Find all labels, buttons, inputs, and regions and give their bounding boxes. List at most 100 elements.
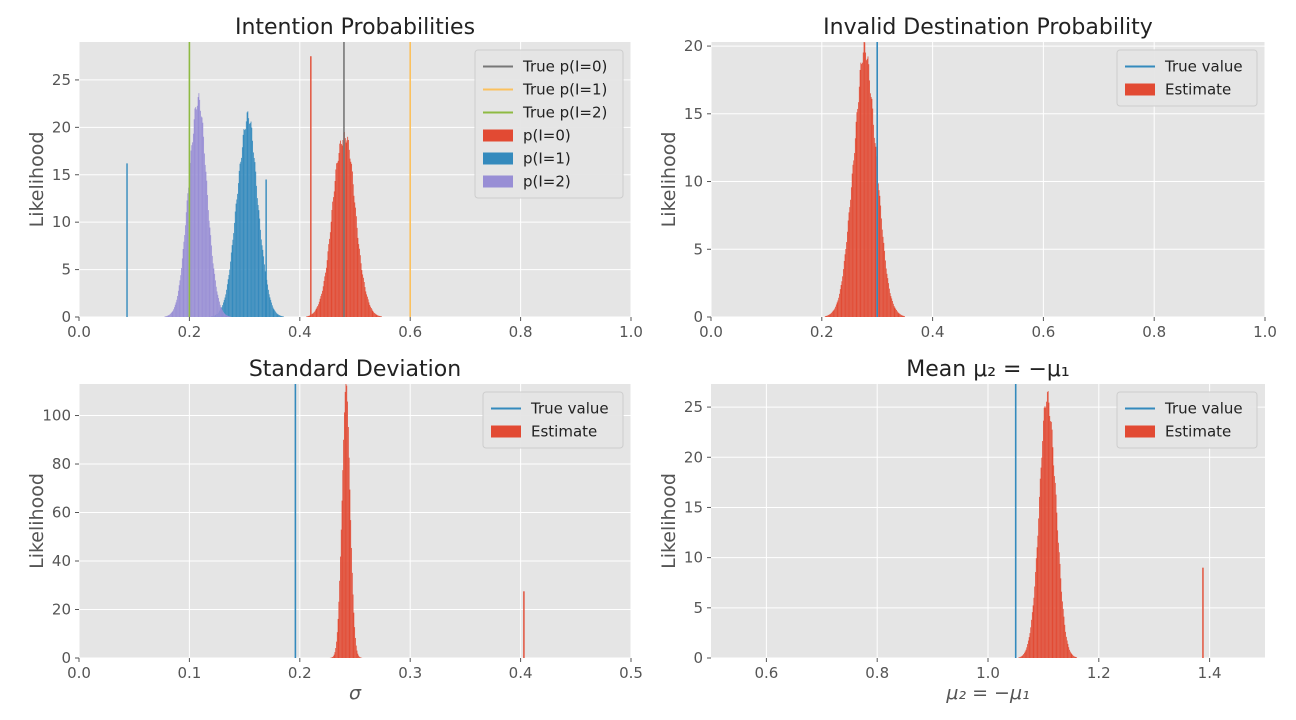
hist-bar bbox=[189, 162, 191, 317]
y-tick-label: 100 bbox=[42, 407, 71, 425]
y-tick-label: 0 bbox=[693, 308, 703, 326]
x-axis-label: σ bbox=[349, 682, 362, 704]
hist-bar bbox=[1028, 637, 1030, 658]
hist-bar bbox=[190, 150, 192, 317]
hist-bar bbox=[1027, 640, 1029, 658]
hist-bar bbox=[1052, 447, 1054, 658]
hist-bar bbox=[243, 129, 245, 317]
y-tick-label: 5 bbox=[693, 599, 703, 617]
hist-bar bbox=[205, 171, 207, 317]
hist-bar bbox=[839, 293, 840, 317]
hist-bar bbox=[1050, 421, 1052, 658]
hist-bar bbox=[255, 171, 257, 317]
hist-bar bbox=[881, 218, 882, 317]
hist-bar bbox=[835, 304, 837, 317]
chart-title: Standard Deviation bbox=[249, 357, 461, 382]
hist-bar bbox=[1054, 482, 1056, 658]
hist-bar bbox=[824, 316, 826, 317]
hist-bar bbox=[868, 64, 870, 317]
x-tick-label: 0.4 bbox=[509, 664, 533, 682]
hist-bar bbox=[264, 271, 266, 317]
hist-bar bbox=[250, 121, 252, 317]
hist-bar bbox=[1048, 402, 1050, 658]
hist-bar bbox=[352, 184, 354, 317]
hist-bar bbox=[183, 241, 185, 317]
hist-bar bbox=[196, 105, 198, 317]
hist-bar bbox=[260, 229, 261, 317]
hist-bar bbox=[1055, 494, 1057, 658]
hist-bar bbox=[830, 313, 832, 317]
hist-bar bbox=[343, 412, 345, 658]
hist-bar bbox=[896, 310, 897, 317]
hist-bar bbox=[866, 60, 867, 317]
hist-bar bbox=[365, 291, 367, 317]
series-1 bbox=[824, 42, 905, 317]
hist-bar bbox=[233, 233, 235, 317]
hist-bar bbox=[855, 121, 857, 317]
hist-bar bbox=[258, 210, 260, 317]
hist-bar bbox=[234, 222, 235, 317]
hist-bar bbox=[1031, 612, 1033, 658]
hist-bar bbox=[847, 220, 849, 317]
hist-bar bbox=[351, 572, 353, 658]
y-tick-label: 20 bbox=[684, 37, 703, 55]
hist-bar bbox=[862, 62, 863, 317]
hist-bar bbox=[239, 163, 241, 317]
hist-bar bbox=[1066, 640, 1068, 658]
x-tick-label: 0.6 bbox=[398, 323, 422, 341]
hist-bar bbox=[835, 306, 836, 317]
hist-bar bbox=[1025, 649, 1027, 658]
hist-bar bbox=[354, 202, 356, 317]
hist-bar bbox=[378, 315, 380, 317]
hist-bar bbox=[329, 238, 330, 317]
hist-bar bbox=[339, 143, 341, 317]
hist-bar bbox=[215, 286, 217, 317]
hist-bar bbox=[1022, 655, 1024, 658]
hist-bar bbox=[341, 145, 343, 317]
x-tick-label: 0.2 bbox=[288, 664, 312, 682]
hist-bar bbox=[281, 316, 283, 317]
hist-bar bbox=[842, 276, 844, 317]
hist-bar bbox=[879, 195, 881, 317]
hist-bar bbox=[376, 314, 378, 317]
x-tick-label: 0.8 bbox=[865, 664, 889, 682]
hist-bar bbox=[200, 110, 201, 317]
hist-bar bbox=[196, 109, 197, 317]
hist-bar bbox=[888, 283, 889, 317]
legend-patch-swatch bbox=[483, 129, 513, 142]
hist-bar bbox=[201, 117, 203, 317]
hist-bar bbox=[867, 56, 869, 317]
chart-panel-2: 0.0 0.2 0.4 0.6 0.8 1.0 0 5 10 15 20 Invalid Destin… bbox=[658, 15, 1277, 341]
hist-bar bbox=[878, 190, 880, 317]
hist-bar bbox=[166, 315, 168, 317]
hist-bar bbox=[329, 232, 331, 317]
hist-bar bbox=[1041, 457, 1043, 658]
hist-bar bbox=[224, 313, 226, 317]
hist-bar bbox=[358, 244, 360, 317]
hist-bar bbox=[1033, 597, 1035, 658]
hist-bar bbox=[1065, 636, 1067, 658]
hist-bar bbox=[340, 529, 342, 658]
hist-bar bbox=[340, 143, 342, 317]
hist-bar bbox=[238, 170, 240, 317]
hist-bar bbox=[232, 239, 234, 317]
chart-title: Intention Probabilities bbox=[235, 15, 475, 40]
hist-bar bbox=[1067, 643, 1069, 658]
x-tick-label: 0.4 bbox=[921, 323, 945, 341]
hist-bar bbox=[1073, 656, 1075, 658]
hist-bar bbox=[173, 309, 175, 317]
hist-bar bbox=[370, 308, 372, 317]
hist-bar bbox=[839, 289, 841, 317]
hist-bar bbox=[226, 315, 227, 317]
hist-bar bbox=[873, 137, 875, 317]
hist-bar bbox=[853, 160, 855, 317]
hist-bar bbox=[338, 601, 340, 658]
hist-bar bbox=[1053, 465, 1055, 658]
hist-bar bbox=[234, 211, 236, 317]
hist-bar bbox=[181, 258, 183, 317]
hist-bar bbox=[331, 657, 333, 658]
plot-area bbox=[294, 384, 525, 658]
hist-bar bbox=[850, 199, 851, 317]
hist-bar bbox=[220, 307, 222, 317]
hist-bar bbox=[314, 310, 316, 317]
